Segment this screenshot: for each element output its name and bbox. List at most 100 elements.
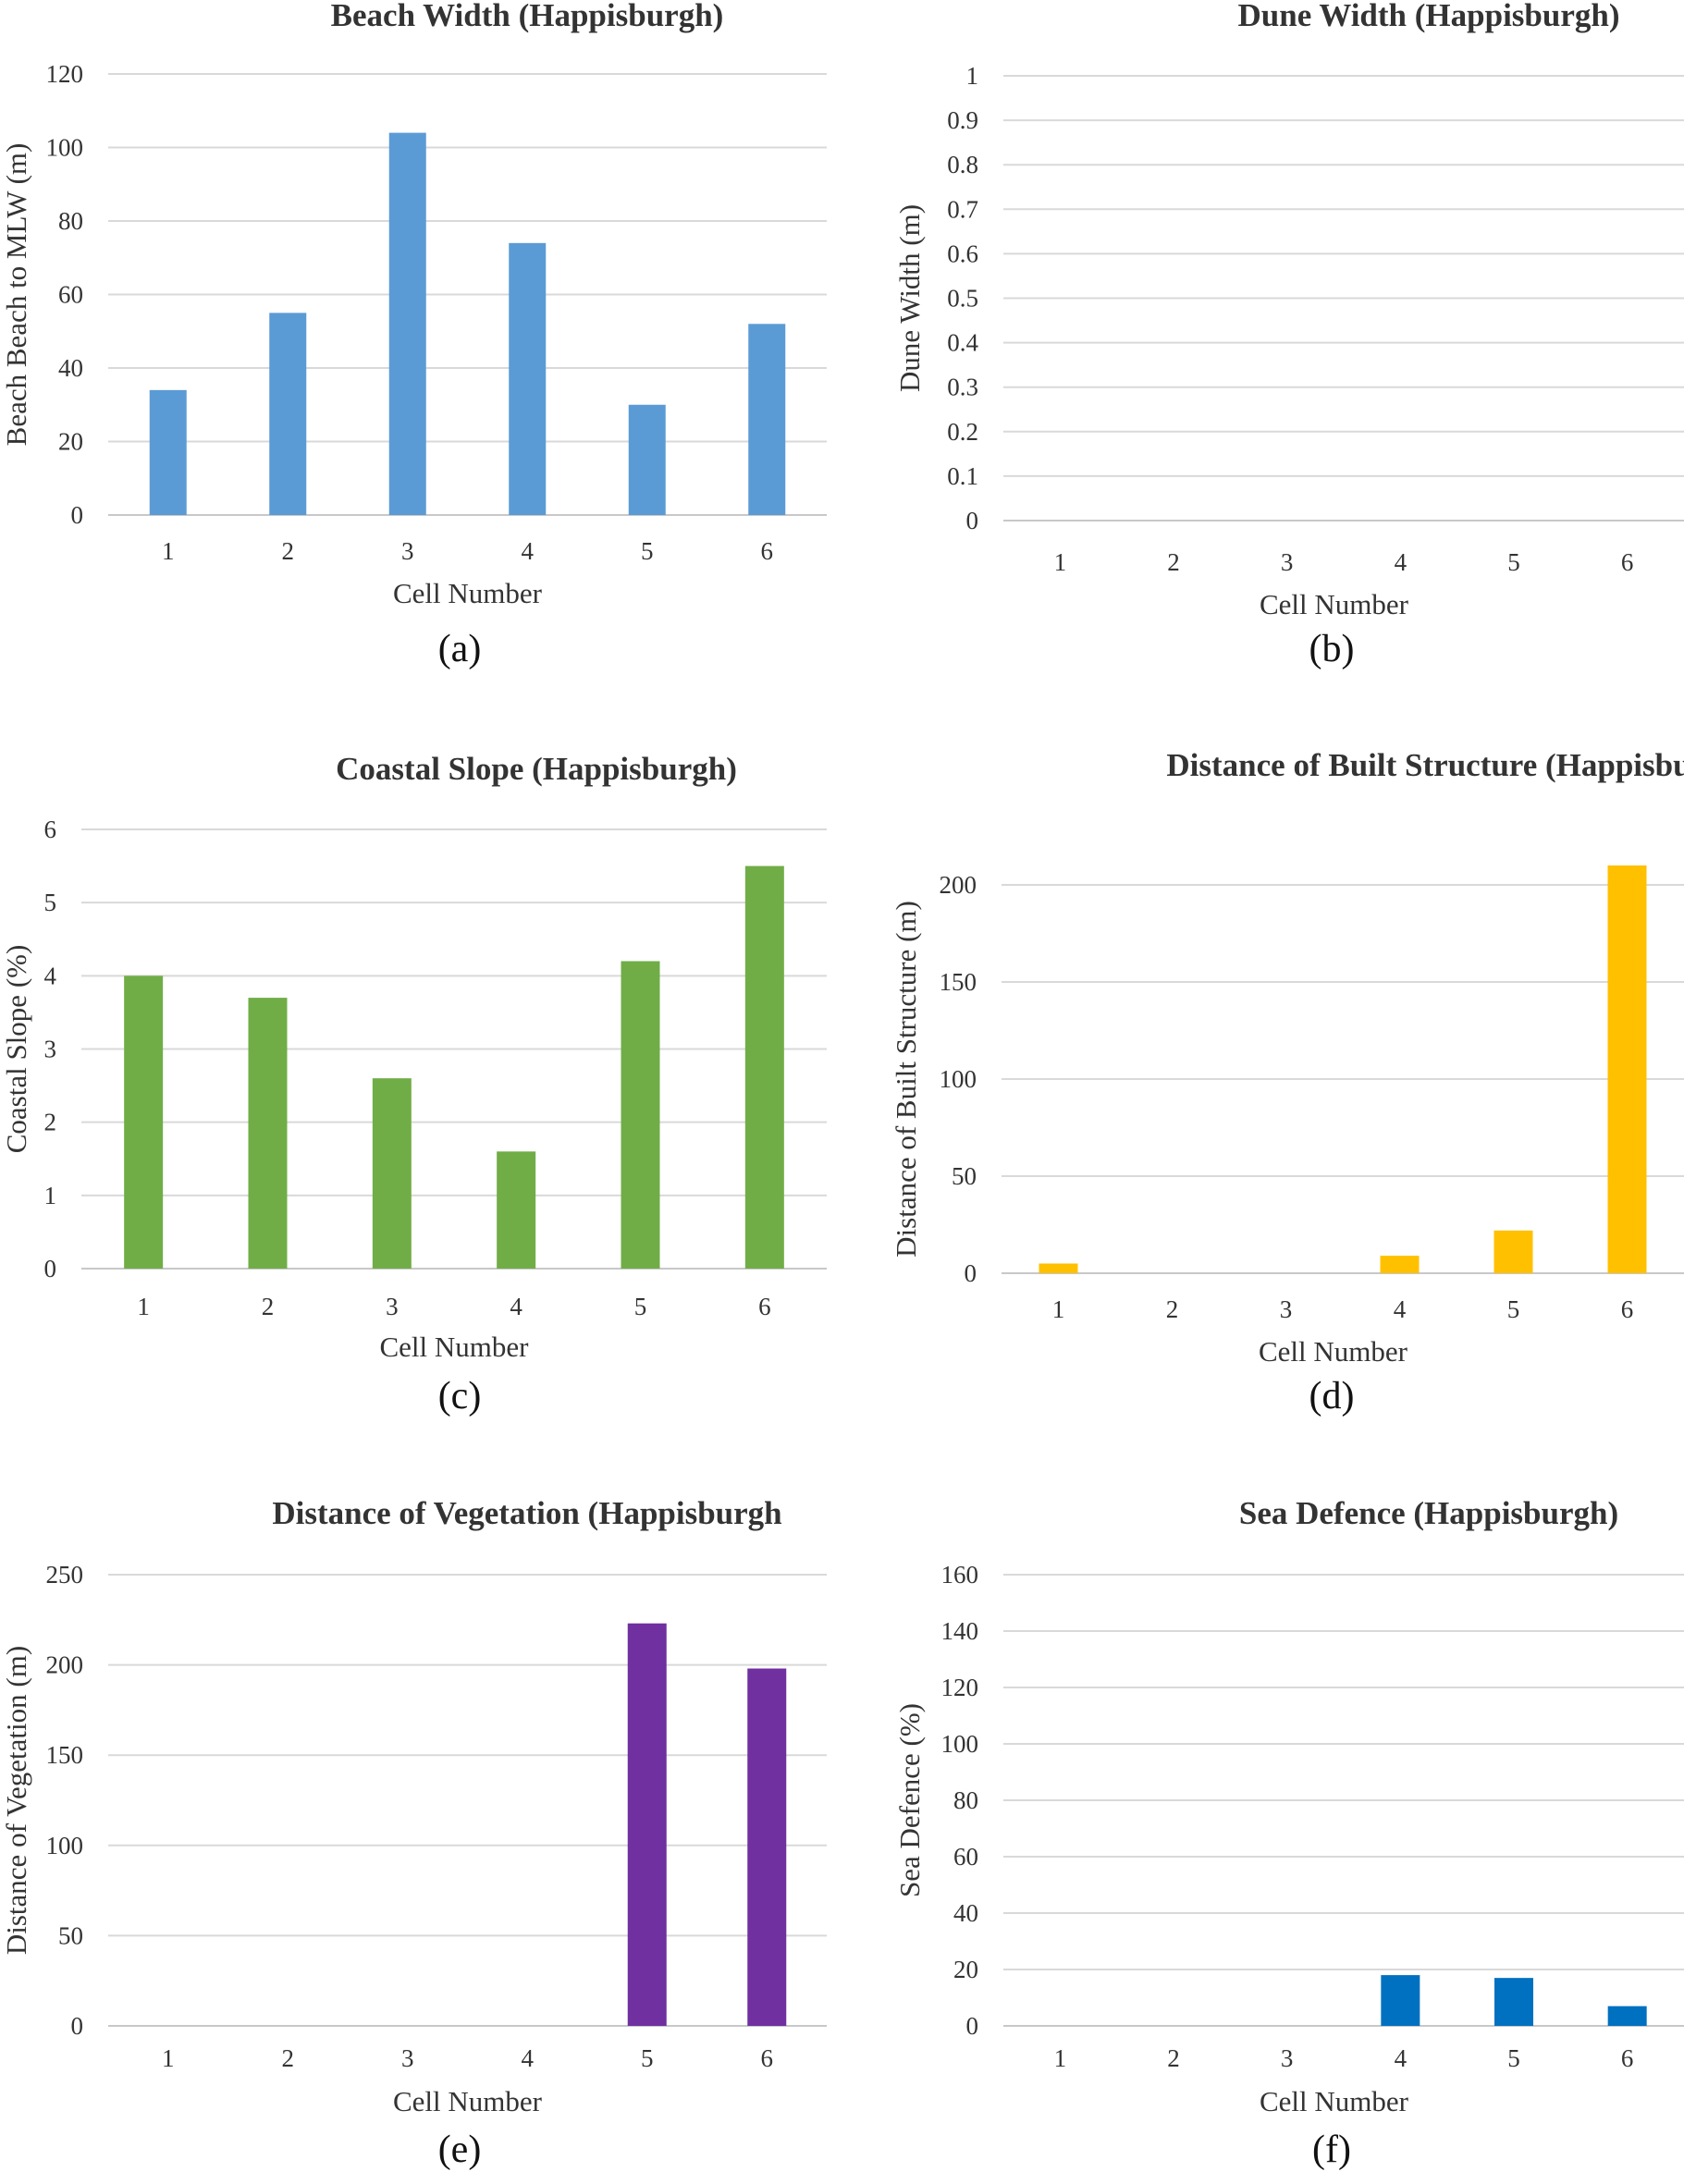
- x-tick-label: 6: [1621, 2044, 1634, 2072]
- x-axis-label: Cell Number: [393, 2085, 543, 2117]
- bar-cell-1: [1039, 1263, 1078, 1273]
- y-tick-label: 1: [44, 1182, 57, 1209]
- chart-title: Dune Width (Happisburgh): [1237, 0, 1619, 33]
- x-tick-label: 1: [162, 2044, 175, 2072]
- bar-cell-5: [627, 1623, 667, 2026]
- y-tick-label: 160: [941, 1561, 979, 1589]
- x-tick-label: 4: [1394, 1295, 1407, 1323]
- chart-panel-1: 0 20 40 60 80 100 120 1 2 3 4 5 6 Beach Width (Happis…: [0, 0, 827, 670]
- x-tick-label: 3: [1281, 548, 1294, 576]
- x-tick-label: 5: [1507, 1295, 1520, 1323]
- y-tick-label: 4: [44, 962, 57, 989]
- bar-cell-5: [1494, 1978, 1533, 2026]
- y-tick-label: 80: [953, 1786, 978, 1814]
- chart-panel-5: 0 50 100 150 200 250 1 2 3 4 5 6 Distance of Vegetat…: [0, 1495, 827, 2171]
- x-tick-label: 3: [386, 1293, 399, 1320]
- x-tick-label: 6: [761, 537, 774, 565]
- y-tick-label: 0.3: [947, 374, 978, 401]
- x-tick-label: 6: [761, 2044, 774, 2072]
- chart-panel-4: 0 50 100 150 200 1 2 3 4 5 6 Distance of Built Stru…: [890, 747, 1684, 1417]
- chart-title: Coastal Slope (Happisburgh): [336, 751, 737, 787]
- bar-cell-4: [1380, 1256, 1420, 1273]
- y-axis-label: Sea Defence (%): [893, 1703, 926, 1897]
- panel-caption: (b): [1309, 628, 1355, 670]
- y-axis-label: Coastal Slope (%): [0, 945, 32, 1154]
- y-tick-label: 3: [44, 1036, 57, 1063]
- y-tick-label: 1: [966, 62, 979, 90]
- y-tick-label: 0.9: [947, 106, 978, 134]
- x-axis-label: Cell Number: [380, 1331, 530, 1363]
- x-tick-label: 6: [1621, 548, 1634, 576]
- bar-cell-4: [509, 242, 547, 515]
- y-tick-label: 100: [941, 1730, 979, 1758]
- panel-caption: (d): [1309, 1375, 1355, 1417]
- y-tick-label: 40: [953, 1899, 978, 1927]
- bar-cell-1: [124, 975, 164, 1269]
- y-tick-label: 0.4: [947, 329, 978, 357]
- bar-cell-6: [1607, 865, 1647, 1273]
- x-tick-label: 5: [1507, 548, 1520, 576]
- chart-panel-2: 0 0.1 0.2 0.3 0.4 0.5 0.6 0.7 0.8 0.9 1 1 2 3 4 5 6 Dune …: [893, 0, 1684, 670]
- y-tick-label: 100: [46, 1832, 84, 1859]
- bar-cell-3: [388, 132, 426, 515]
- y-tick-label: 0: [965, 1259, 977, 1287]
- x-tick-label: 4: [1395, 2044, 1407, 2072]
- panel-caption: (c): [438, 1375, 482, 1417]
- chart-panel-6: 0 20 40 60 80 100 120 140 160 1 2 3 4 5 6 Sea Defence (…: [893, 1495, 1684, 2171]
- x-tick-label: 2: [1167, 2044, 1180, 2072]
- x-tick-label: 2: [282, 2044, 295, 2072]
- y-tick-label: 50: [952, 1162, 977, 1190]
- y-tick-label: 150: [46, 1741, 84, 1769]
- x-tick-label: 2: [1166, 1295, 1179, 1323]
- x-tick-label: 1: [1054, 548, 1067, 576]
- x-tick-label: 1: [1054, 2044, 1067, 2072]
- x-tick-label: 6: [758, 1293, 771, 1320]
- y-tick-label: 60: [953, 1843, 978, 1871]
- bar-cell-6: [747, 1668, 787, 2026]
- x-tick-label: 1: [137, 1293, 150, 1320]
- bar-cell-5: [1493, 1230, 1533, 1273]
- x-tick-label: 2: [1167, 548, 1180, 576]
- bar-cell-4: [1381, 1975, 1420, 2026]
- y-tick-label: 0.6: [947, 239, 978, 267]
- y-tick-label: 0.1: [947, 462, 978, 490]
- bar-cell-5: [621, 961, 660, 1269]
- y-tick-label: 80: [58, 207, 83, 235]
- y-tick-label: 40: [58, 354, 83, 382]
- y-tick-label: 5: [44, 889, 57, 916]
- x-tick-label: 5: [634, 1293, 647, 1320]
- y-tick-label: 20: [953, 1956, 978, 1983]
- bar-cell-6: [744, 865, 784, 1269]
- y-tick-label: 0: [966, 2012, 979, 2040]
- x-tick-label: 1: [1052, 1295, 1065, 1323]
- y-tick-label: 120: [46, 60, 84, 88]
- chart-title: Sea Defence (Happisburgh): [1239, 1495, 1618, 1531]
- y-tick-label: 2: [44, 1109, 57, 1136]
- chart-title: Distance of Built Structure (Happisbu: [1166, 747, 1684, 783]
- x-tick-label: 2: [282, 537, 295, 565]
- y-tick-label: 200: [940, 871, 977, 899]
- y-tick-label: 0: [71, 501, 84, 529]
- y-tick-label: 0.5: [947, 285, 978, 313]
- x-axis-label: Cell Number: [393, 577, 543, 609]
- x-tick-label: 4: [522, 537, 535, 565]
- x-tick-label: 4: [510, 1293, 522, 1320]
- y-tick-label: 0.7: [947, 195, 978, 223]
- x-tick-label: 3: [401, 2044, 414, 2072]
- x-axis-label: Cell Number: [1260, 2085, 1409, 2117]
- bar-cell-2: [269, 313, 307, 515]
- x-tick-label: 3: [1281, 2044, 1294, 2072]
- y-tick-label: 0: [71, 2012, 84, 2040]
- y-tick-label: 0: [966, 507, 979, 534]
- y-tick-label: 60: [58, 281, 83, 309]
- y-tick-label: 100: [46, 134, 84, 162]
- y-tick-label: 250: [46, 1561, 84, 1589]
- panel-caption: (e): [438, 2129, 482, 2171]
- x-axis-label: Cell Number: [1260, 588, 1409, 620]
- y-tick-label: 0: [44, 1255, 57, 1282]
- y-tick-label: 50: [58, 1921, 83, 1949]
- y-tick-label: 20: [58, 428, 83, 456]
- x-tick-label: 5: [641, 2044, 654, 2072]
- x-tick-label: 4: [522, 2044, 535, 2072]
